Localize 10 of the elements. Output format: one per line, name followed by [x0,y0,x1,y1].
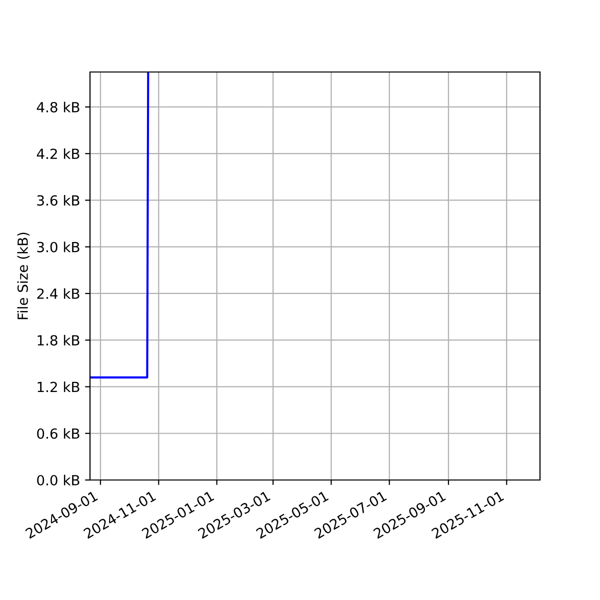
y-tick-label: 2.4 kB [37,288,80,299]
y-tick-label: 1.2 kB [38,381,80,392]
y-tick-label: 3.0 kB [37,242,80,252]
y-tick-label: 0.0 kB [37,474,80,486]
y-tick-label: 4.2 kB [36,148,80,159]
y-tick-label: 4.8 kB [36,102,80,112]
y-tick-label: 1.8 kB [38,334,80,346]
y-axis-title: File Size (kB) [17,232,30,320]
y-tick-label: 3.6 kB [37,194,80,206]
y-tick-label: 0.6 kB [37,428,80,439]
